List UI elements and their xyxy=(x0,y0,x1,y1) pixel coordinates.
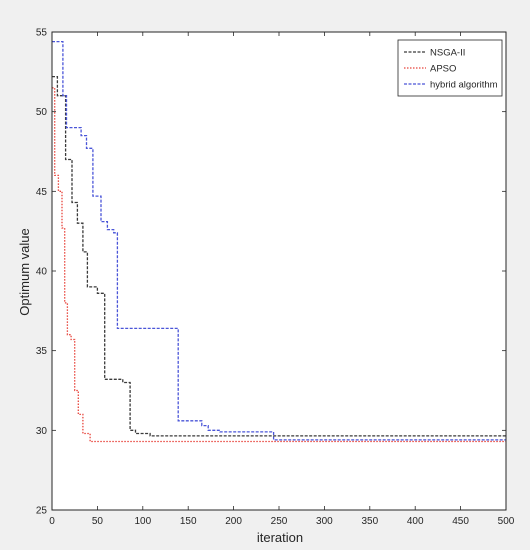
x-tick-label: 0 xyxy=(49,516,55,527)
y-tick-label: 30 xyxy=(36,426,48,437)
legend-label: NSGA-II xyxy=(430,48,465,59)
legend: NSGA-II APSO hybrid algorithm xyxy=(397,39,503,97)
x-tick-label: 200 xyxy=(225,516,242,527)
x-tick-label: 350 xyxy=(361,516,378,527)
x-tick-label: 100 xyxy=(134,516,151,527)
y-tick-label: 45 xyxy=(36,187,48,198)
series-line-apso xyxy=(52,87,506,443)
x-axis-label: iteration xyxy=(257,530,303,545)
x-tick-label: 450 xyxy=(452,516,469,527)
y-tick-label: 35 xyxy=(36,346,48,357)
x-tick-label: 300 xyxy=(316,516,333,527)
y-tick-label: 40 xyxy=(36,267,48,278)
x-tick-label: 50 xyxy=(92,516,104,527)
y-tick-label: 55 xyxy=(36,28,48,39)
x-tick-label: 500 xyxy=(498,516,515,527)
series-line-hybrid-algorithm xyxy=(52,40,506,441)
legend-label: APSO xyxy=(430,64,456,75)
x-tick-label: 250 xyxy=(271,516,288,527)
series-layer xyxy=(52,40,506,443)
y-tick-label: 50 xyxy=(36,107,48,118)
x-tick-label: 150 xyxy=(180,516,197,527)
plot-area xyxy=(52,32,506,510)
x-tick-label: 400 xyxy=(407,516,424,527)
y-tick-label: 25 xyxy=(36,506,48,517)
ticks-layer: 0 50 100 150 200 250 300 350 400 450 500 25 30 35 40 45… xyxy=(36,28,515,528)
y-axis-label: Optimum value xyxy=(17,228,32,315)
legend-box xyxy=(397,39,503,97)
legend-label: hybrid algorithm xyxy=(430,80,498,91)
